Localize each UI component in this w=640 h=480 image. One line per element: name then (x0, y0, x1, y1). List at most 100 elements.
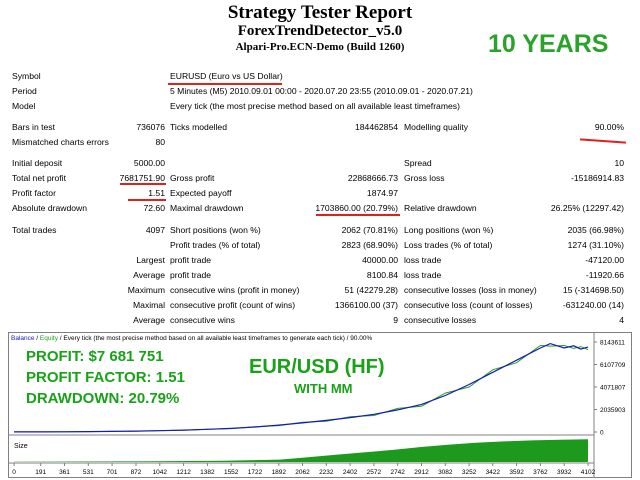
max-cw-label: consecutive wins (profit in money) (170, 285, 300, 295)
symbol-value: EURUSD (Euro vs US Dollar) (170, 71, 283, 81)
largest-pt-label: profit trade (170, 255, 212, 265)
x-tick-label: 3082 (438, 469, 453, 476)
maximum-label: Maximum (127, 285, 165, 295)
reldd-value: 26.25% (12297.42) (550, 203, 624, 213)
model-label: Model (12, 101, 36, 111)
avg-cw-value: 9 (393, 315, 398, 325)
maxdd-underline (316, 214, 400, 216)
x-tick-label: 2912 (414, 469, 429, 476)
x-tick-label: 4102 (581, 469, 596, 476)
x-tick-label: 3252 (462, 469, 477, 476)
short-value: 2062 (70.81%) (341, 225, 398, 235)
bars-value: 736076 (136, 122, 165, 132)
report-title: Strategy Tester Report (227, 2, 413, 23)
x-tick-label: 2062 (295, 469, 310, 476)
x-tick-label: 361 (59, 469, 70, 476)
x-tick-label: 3592 (509, 469, 524, 476)
size-label: Size (14, 443, 28, 450)
long-label: Long positions (won %) (404, 225, 494, 235)
y-tick-label: 0 (600, 430, 604, 437)
trades-value: 4097 (145, 225, 165, 235)
mxl-cl-value: -631240.00 (14) (562, 300, 624, 310)
grossprofit-label: Gross profit (170, 173, 215, 183)
symbol-underline (168, 83, 282, 85)
overlay-drawdown: DRAWDOWN: 20.79% (26, 390, 180, 407)
mismatch-label: Mismatched charts errors (12, 137, 109, 147)
max-cl-value: 15 (-314698.50) (562, 285, 624, 295)
trades-label: Total trades (12, 225, 57, 235)
largest-lt-label: loss trade (404, 255, 442, 265)
ltrades-value: 1274 (31.10%) (567, 240, 624, 250)
payoff-label: Expected payoff (170, 188, 232, 198)
average-pt-label: profit trade (170, 270, 212, 280)
avg-cw-label: consecutive wins (170, 315, 235, 325)
maximal-label: Maximal (133, 300, 165, 310)
reldd-label: Relative drawdown (404, 203, 477, 213)
max-cw-value: 51 (42279.28) (344, 285, 398, 295)
spread-value: 10 (614, 158, 624, 168)
period-label: Period (12, 86, 37, 96)
quality-label: Modelling quality (404, 122, 469, 132)
symbol-label: Symbol (12, 71, 41, 81)
mxl-cl-label: consecutive loss (count of losses) (404, 300, 533, 310)
period-value: 5 Minutes (M5) 2010.09.01 00:00 - 2020.0… (170, 86, 473, 96)
grossloss-value: -15186914.83 (570, 173, 624, 183)
mismatch-value: 80 (155, 137, 165, 147)
pf-underline (128, 199, 166, 201)
x-tick-label: 701 (107, 469, 118, 476)
long-value: 2035 (66.98%) (567, 225, 624, 235)
average-label: Average (133, 270, 165, 280)
legend-balance: Balance (11, 335, 35, 342)
x-tick-label: 2232 (319, 469, 334, 476)
absdd-value: 72.60 (143, 203, 165, 213)
deposit-value: 5000.00 (133, 158, 165, 168)
x-ticks: 0 191 361 531 701 872 1042 1212 1382 1552 1722 1892… (12, 463, 596, 476)
largest-lt-value: -47120.00 (585, 255, 624, 265)
x-tick-label: 3932 (557, 469, 572, 476)
y-tick-label: 2035903 (600, 407, 626, 414)
bars-label: Bars in test (12, 122, 55, 132)
ticks-label: Ticks modelled (170, 122, 227, 132)
y-ticks: 8143611 6107709 4071807 2035903 0 (594, 340, 626, 437)
ea-name: ForexTrendDetector_v5.0 (237, 23, 403, 39)
mxl-cp-value: 1366100.00 (37) (334, 300, 398, 310)
balance-line (14, 342, 589, 433)
x-tick-label: 1722 (248, 469, 263, 476)
netprofit-label: Total net profit (12, 173, 66, 183)
server-name: Alpari-Pro.ECN-Demo (Build 1260) (235, 41, 405, 53)
x-tick-label: 3762 (533, 469, 548, 476)
spread-label: Spread (404, 158, 432, 168)
avg-cl-value: 4 (619, 315, 624, 325)
x-tick-label: 1212 (176, 469, 191, 476)
largest-pt-value: 40000.00 (362, 255, 398, 265)
netprofit-value: 7681751.90 (119, 173, 165, 183)
netprofit-underline (120, 183, 166, 185)
x-tick-label: 0 (12, 469, 16, 476)
ticks-value: 184462854 (354, 122, 398, 132)
avg-cl-label: consecutive losses (404, 315, 477, 325)
average-pt-value: 8100.84 (366, 270, 398, 280)
overlay-profit-factor: PROFIT FACTOR: 1.51 (26, 369, 185, 386)
size-area (14, 439, 588, 462)
quality-underline (579, 138, 627, 144)
x-tick-label: 872 (131, 469, 142, 476)
y-tick-label: 4071807 (600, 385, 626, 392)
model-value: Every tick (the most precise method base… (170, 101, 460, 111)
y-tick-label: 6107709 (600, 362, 626, 369)
x-tick-label: 2742 (390, 469, 405, 476)
max-cl-label: consecutive losses (loss in money) (404, 285, 537, 295)
ltrades-label: Loss trades (% of total) (404, 240, 493, 250)
y-tick-label: 8143611 (600, 340, 625, 347)
maxdd-label: Maximal drawdown (170, 203, 244, 213)
x-tick-label: 1552 (224, 469, 239, 476)
pf-value: 1.51 (148, 188, 165, 198)
average-lt-label: loss trade (404, 270, 442, 280)
largest-label: Largest (136, 255, 165, 265)
x-tick-label: 1042 (153, 469, 168, 476)
average-lt-value: -11920.66 (585, 270, 624, 280)
legend-equity: Equity (40, 335, 59, 342)
balance-chart: Balance / Equity / Every tick (the most … (8, 332, 632, 478)
grossprofit-value: 22868666.73 (347, 173, 398, 183)
x-tick-label: 2402 (343, 469, 358, 476)
payoff-value: 1874.97 (366, 188, 398, 198)
